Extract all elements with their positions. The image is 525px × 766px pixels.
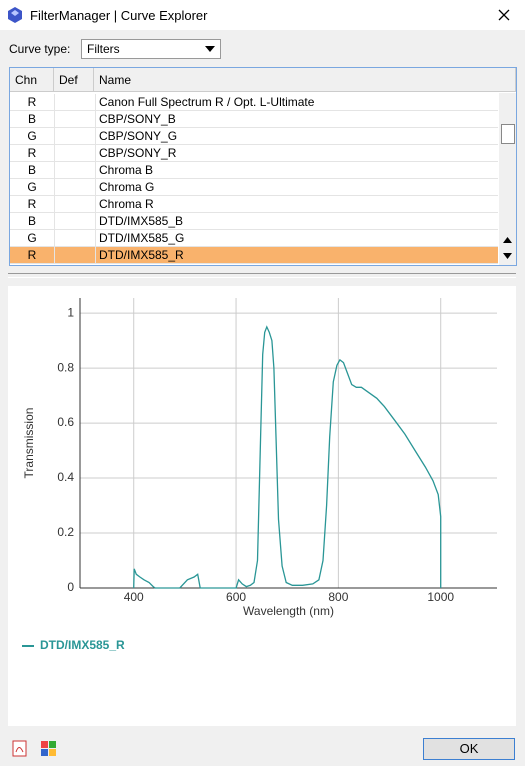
curve-table: Chn Def Name R Canon Full Spectrum R / Op…	[9, 67, 517, 266]
table-row[interactable]: B CBP/SONY_B	[10, 111, 498, 128]
splitter[interactable]	[8, 273, 516, 278]
chn-cell: G	[27, 180, 37, 194]
name-cell: DTD/IMX585_G	[99, 231, 185, 245]
close-button[interactable]	[498, 9, 510, 21]
window-title: FilterManager | Curve Explorer	[30, 8, 208, 23]
curve-type-dropdown[interactable]: Filters	[81, 39, 221, 59]
y-axis-label: Transmission	[22, 408, 36, 479]
x-tick-label: 800	[328, 590, 348, 604]
pdf-export-icon[interactable]	[12, 740, 28, 757]
chn-cell: R	[27, 248, 37, 262]
table-row[interactable]: R CBP/SONY_R	[10, 145, 498, 162]
curve-type-label: Curve type:	[9, 42, 71, 56]
name-cell: Canon Full Spectrum R / Opt. L-Ultimate	[99, 95, 315, 109]
chn-cell: B	[27, 112, 36, 126]
y-tick-label: 0.2	[57, 525, 74, 539]
dropdown-arrow	[205, 46, 215, 52]
y-tick-label: 0	[67, 580, 74, 594]
column-header[interactable]: Def	[54, 68, 94, 92]
table-row[interactable]: G Chroma G	[10, 179, 498, 196]
image-export-icon[interactable]	[40, 740, 57, 757]
name-cell: Chroma B	[99, 163, 154, 177]
data-line	[133, 325, 442, 589]
chn-cell: B	[27, 214, 36, 228]
x-tick-label: 600	[226, 590, 246, 604]
column-header[interactable]: Name	[94, 68, 516, 92]
table-body: R Canon Full Spectrum R / Opt. L-Ultimate…	[10, 94, 498, 265]
def-cell	[54, 247, 96, 263]
def-cell	[54, 230, 96, 246]
chn-cell: G	[27, 129, 37, 143]
name-cell: DTD/IMX585_B	[99, 214, 184, 228]
table-row[interactable]: R DTD/IMX585_R	[10, 247, 498, 264]
def-cell	[54, 145, 96, 161]
y-tick-label: 0.6	[57, 415, 74, 429]
table-row[interactable]: B Chroma B	[10, 162, 498, 179]
scrollbar[interactable]	[499, 93, 516, 265]
legend-label: DTD/IMX585_R	[40, 638, 125, 652]
column-header[interactable]: Chn	[10, 68, 54, 92]
def-cell	[54, 94, 96, 110]
chn-cell: R	[27, 146, 37, 160]
table-row[interactable]: R Canon Full Spectrum R / Opt. L-Ultimate	[10, 94, 498, 111]
scroll-down[interactable]	[502, 252, 513, 260]
ok-button[interactable]: OK	[423, 738, 515, 760]
name-cell: CBP/SONY_G	[99, 129, 178, 143]
chn-cell: G	[27, 231, 37, 245]
name-cell: DTD/IMX585_R	[99, 248, 184, 262]
def-cell	[54, 213, 96, 229]
table-row[interactable]: G CBP/SONY_G	[10, 128, 498, 145]
scroll-up[interactable]	[502, 236, 513, 244]
chn-cell: B	[27, 163, 36, 177]
def-cell	[54, 111, 96, 127]
x-tick-label: 400	[124, 590, 144, 604]
x-tick-label: 1000	[427, 590, 454, 604]
name-cell: CBP/SONY_B	[99, 112, 176, 126]
chn-cell: R	[27, 197, 37, 211]
name-cell: Chroma R	[99, 197, 154, 211]
y-tick-label: 0.8	[57, 360, 74, 374]
chart: 0 0.2 0.4 0.6 0.8 1 400 600 800 1000 Wavelength (n…	[22, 298, 497, 652]
table-row[interactable]: G DTD/IMX585_G	[10, 230, 498, 247]
def-cell	[54, 162, 96, 178]
def-cell	[54, 128, 96, 144]
def-cell	[54, 179, 96, 195]
y-tick-label: 0.4	[57, 470, 74, 484]
chn-cell: R	[27, 95, 37, 109]
scroll-thumb[interactable]	[501, 124, 515, 144]
def-cell	[54, 196, 96, 212]
x-axis-label: Wavelength (nm)	[243, 604, 334, 618]
title-bar: FilterManager | Curve Explorer	[0, 0, 525, 30]
name-cell: CBP/SONY_R	[99, 146, 177, 160]
dropdown-value: Filters	[87, 42, 120, 56]
name-cell: Chroma G	[99, 180, 155, 194]
table-row[interactable]: B DTD/IMX585_B	[10, 213, 498, 230]
table-row[interactable]: R Chroma R	[10, 196, 498, 213]
app-icon	[8, 7, 22, 23]
y-tick-label: 1	[67, 305, 74, 319]
chart-panel: 0 0.2 0.4 0.6 0.8 1 400 600 800 1000 Wavelength (n…	[8, 286, 516, 726]
